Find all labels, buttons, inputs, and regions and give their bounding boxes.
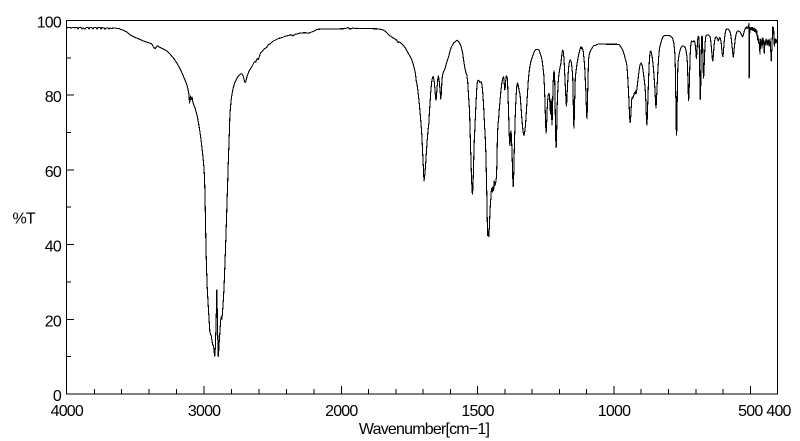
svg-text:1500: 1500 — [461, 403, 494, 420]
svg-text:40: 40 — [45, 239, 62, 256]
svg-text:500: 500 — [738, 403, 763, 420]
svg-text:80: 80 — [45, 89, 62, 106]
svg-text:2000: 2000 — [325, 403, 358, 420]
svg-text:1000: 1000 — [598, 403, 631, 420]
svg-text:0: 0 — [53, 388, 62, 405]
svg-text:20: 20 — [45, 313, 62, 330]
svg-text:%T: %T — [13, 211, 36, 228]
svg-text:100: 100 — [37, 14, 62, 31]
svg-text:60: 60 — [45, 164, 62, 181]
svg-text:Wavenumber[cm−1]: Wavenumber[cm−1] — [359, 421, 490, 438]
svg-text:3000: 3000 — [188, 403, 221, 420]
svg-text:400: 400 — [766, 403, 791, 420]
svg-text:4000: 4000 — [51, 403, 84, 420]
